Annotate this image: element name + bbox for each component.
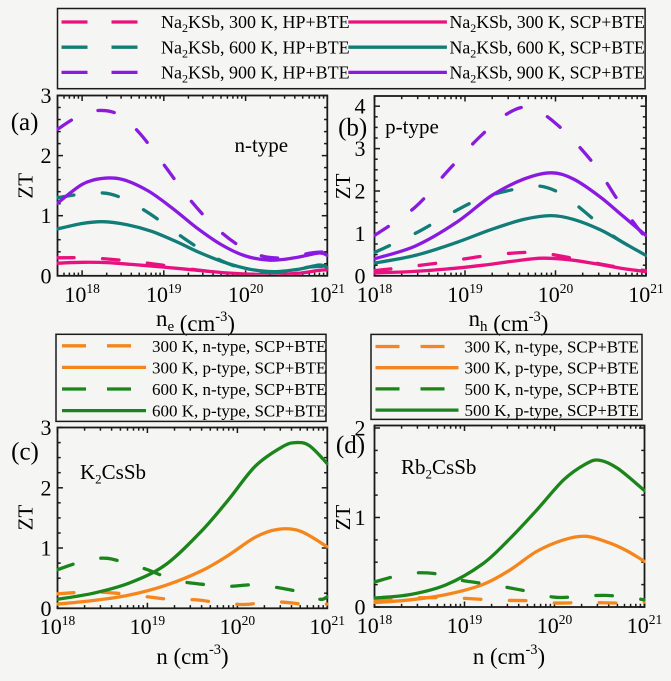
svg-text:0: 0 [355,263,366,288]
svg-text:1021: 1021 [310,281,346,307]
svg-text:n (cm-3): n (cm-3) [156,642,228,669]
svg-text:3: 3 [41,83,52,108]
svg-text:K2CsSb: K2CsSb [80,460,146,487]
svg-text:3: 3 [41,415,52,440]
svg-text:(d): (d) [336,432,365,459]
svg-text:ZT: ZT [13,173,37,199]
svg-text:600 K, p-type, SCP+BTE: 600 K, p-type, SCP+BTE [152,402,326,421]
svg-text:1: 1 [41,203,52,228]
svg-text:1: 1 [41,536,52,561]
svg-text:300 K, n-type, SCP+BTE: 300 K, n-type, SCP+BTE [465,338,639,357]
svg-text:1020: 1020 [228,281,264,307]
svg-text:2: 2 [41,475,52,500]
svg-text:600 K, n-type, SCP+BTE: 600 K, n-type, SCP+BTE [152,380,326,399]
svg-text:(a): (a) [11,109,39,136]
svg-text:1019: 1019 [146,281,182,307]
svg-text:Na2KSb, 600 K, SCP+BTE: Na2KSb, 600 K, SCP+BTE [450,37,645,60]
svg-text:0: 0 [41,596,52,621]
svg-text:Na2KSb, 600 K, HP+BTE: Na2KSb, 600 K, HP+BTE [161,37,350,60]
svg-text:0: 0 [41,263,52,288]
svg-text:Rb2CsSb: Rb2CsSb [401,455,476,482]
svg-text:500 K, p-type, SCP+BTE: 500 K, p-type, SCP+BTE [465,401,639,420]
svg-text:2: 2 [355,416,366,441]
svg-text:1: 1 [355,505,366,530]
svg-text:300 K, n-type, SCP+BTE: 300 K, n-type, SCP+BTE [152,337,326,356]
svg-text:Na2KSb, 900 K, SCP+BTE: Na2KSb, 900 K, SCP+BTE [450,63,645,86]
svg-text:Na2KSb, 900 K, HP+BTE: Na2KSb, 900 K, HP+BTE [161,63,350,86]
svg-text:ZT: ZT [13,505,37,531]
svg-text:1: 1 [355,221,366,246]
svg-text:1020: 1020 [538,281,574,307]
svg-text:2: 2 [355,179,366,204]
svg-text:500 K, n-type, SCP+BTE: 500 K, n-type, SCP+BTE [465,380,639,399]
svg-text:(b): (b) [338,115,367,142]
svg-text:Na2KSb, 300 K, SCP+BTE: Na2KSb, 300 K, SCP+BTE [450,12,645,35]
svg-text:2: 2 [41,143,52,168]
svg-text:300 K, p-type, SCP+BTE: 300 K, p-type, SCP+BTE [152,358,326,377]
svg-text:0: 0 [355,595,366,620]
svg-text:Na2KSb, 300 K, HP+BTE: Na2KSb, 300 K, HP+BTE [161,12,350,35]
svg-text:3: 3 [355,136,366,161]
svg-text:4: 4 [355,94,366,119]
svg-text:p-type: p-type [385,114,439,138]
svg-text:(c): (c) [11,438,39,465]
svg-text:ZT: ZT [331,505,355,531]
svg-text:300 K, p-type, SCP+BTE: 300 K, p-type, SCP+BTE [465,359,639,378]
svg-text:ZT: ZT [331,173,355,199]
svg-text:n-type: n-type [234,133,288,157]
